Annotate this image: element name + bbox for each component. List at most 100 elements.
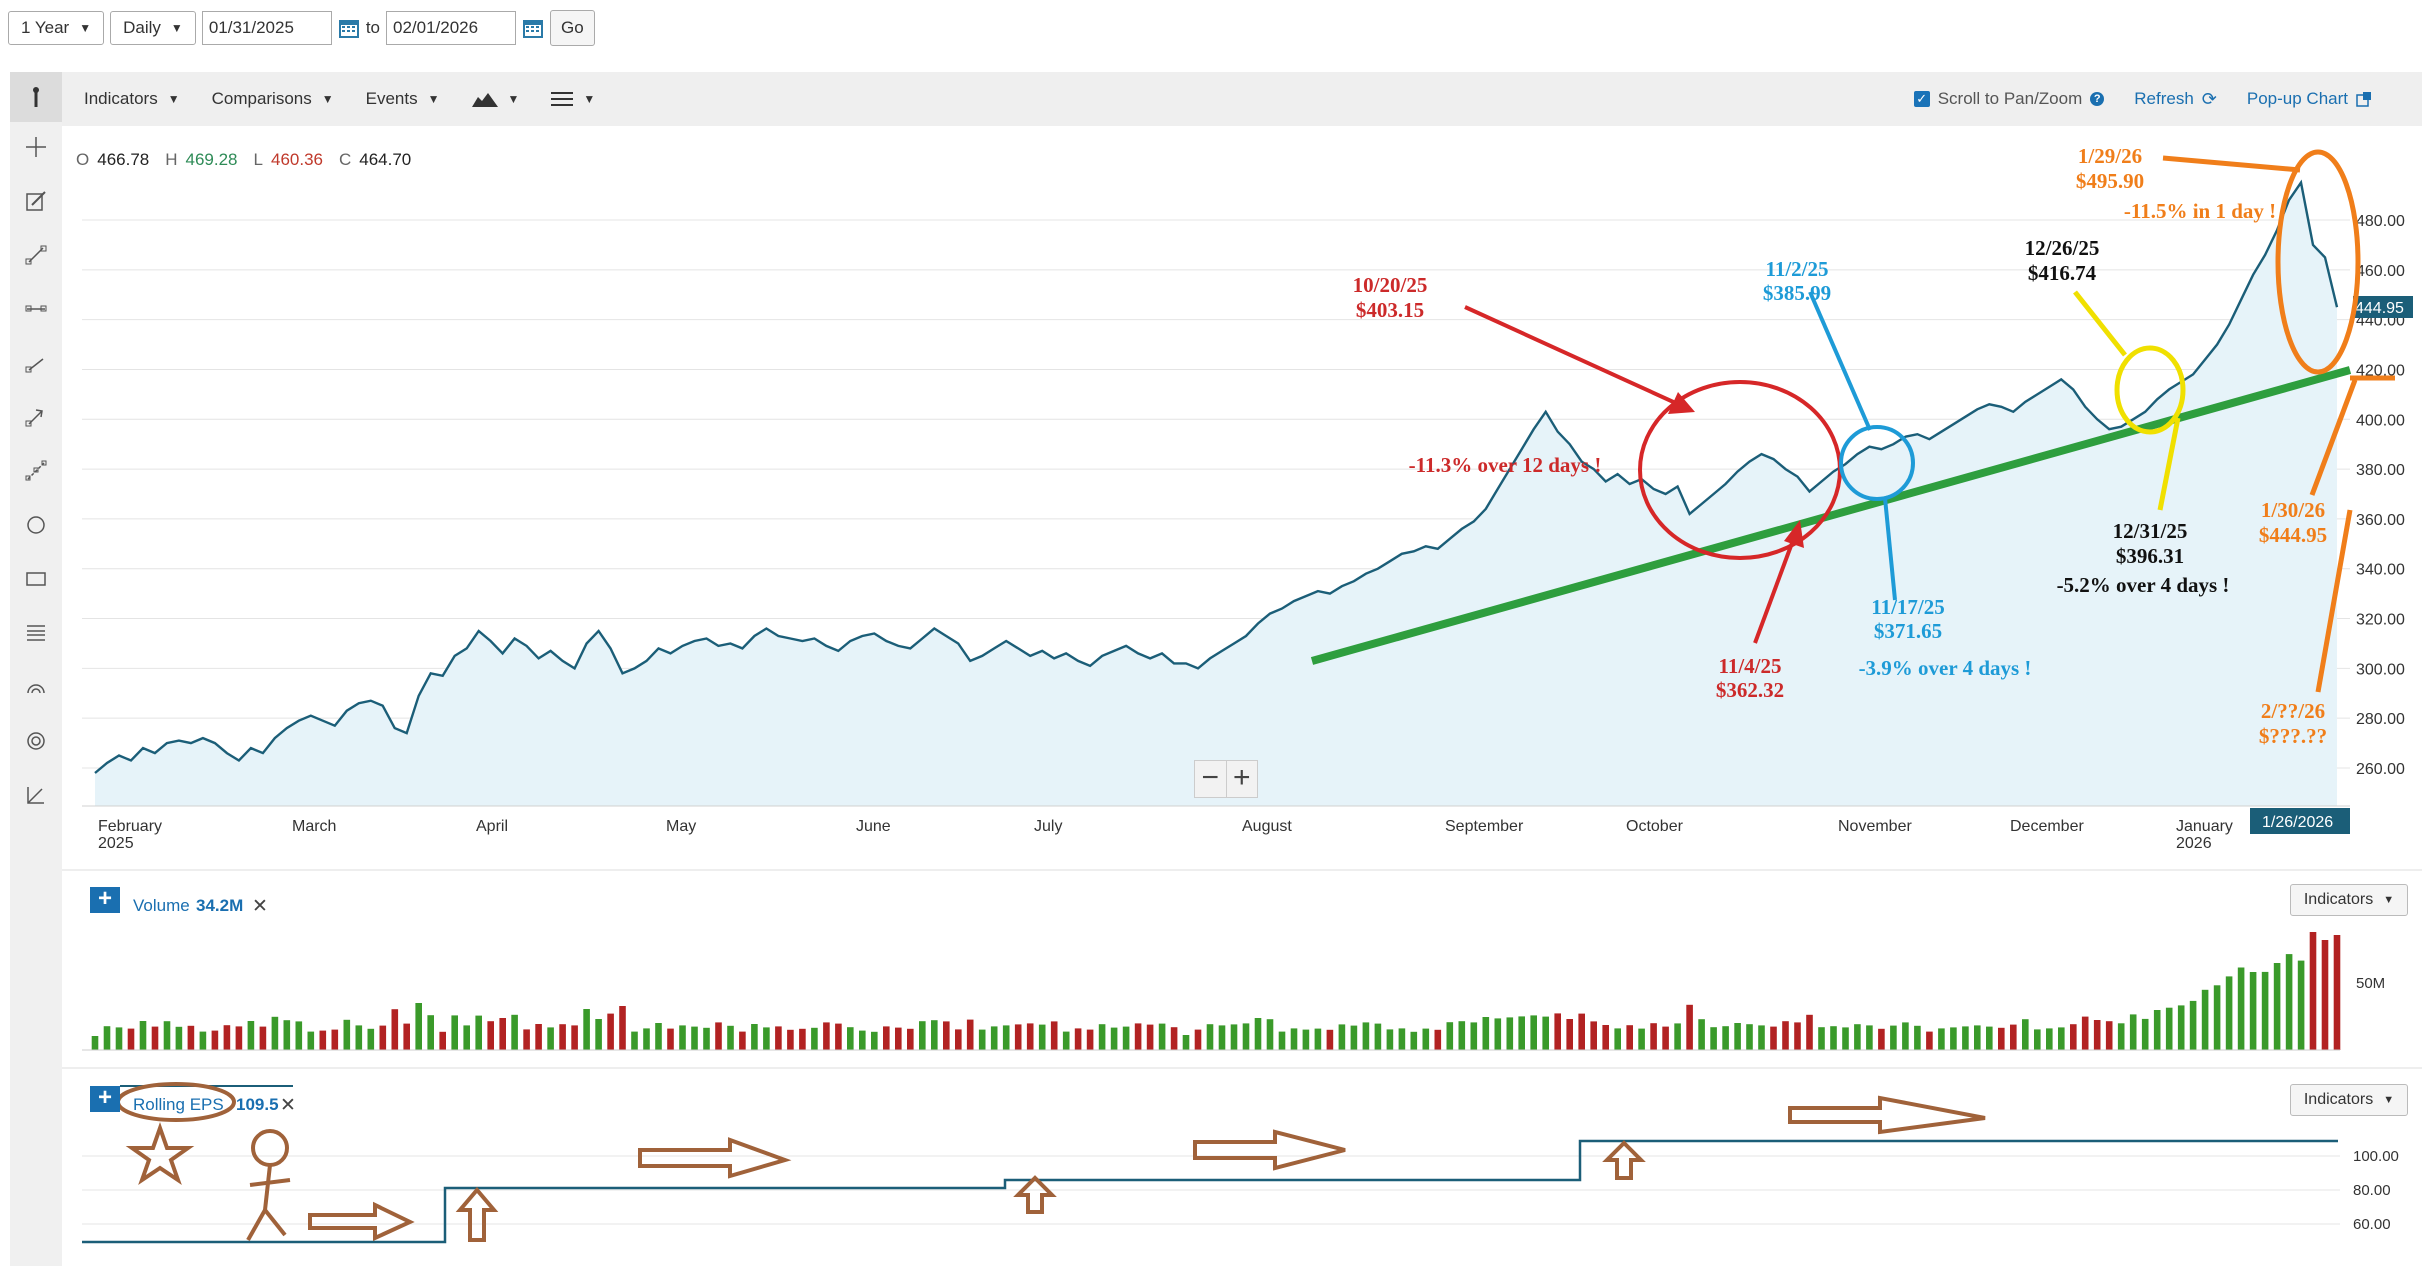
chevron-down-icon: ▼ bbox=[79, 21, 92, 35]
volume-bar bbox=[1278, 1031, 1286, 1050]
eps-axis-label: 60.00 bbox=[2353, 1216, 2391, 1233]
volume-bar bbox=[1794, 1022, 1801, 1050]
interval-select[interactable]: Daily ▼ bbox=[110, 11, 196, 45]
volume-bars bbox=[91, 932, 2341, 1050]
indicators-menu[interactable]: Indicators ▼ bbox=[84, 89, 180, 109]
volume-bar bbox=[367, 1028, 375, 1050]
end-date-input[interactable]: 02/01/2026 bbox=[386, 11, 516, 45]
menu-lines-icon bbox=[551, 92, 574, 106]
fibonacci-tool-icon[interactable] bbox=[10, 608, 62, 658]
annotation-price: $371.65 bbox=[1874, 619, 1942, 643]
refresh-button[interactable]: Refresh ⟳ bbox=[2134, 89, 2217, 110]
blue-annotation bbox=[1808, 291, 1915, 601]
volume-bar bbox=[199, 1031, 207, 1050]
volume-bar bbox=[1194, 1029, 1202, 1050]
volume-bar bbox=[655, 1023, 662, 1050]
eps-doodles bbox=[116, 1082, 1986, 1242]
start-date-input[interactable]: 01/31/2025 bbox=[201, 11, 332, 45]
comparisons-menu[interactable]: Comparisons ▼ bbox=[212, 89, 334, 109]
to-label: to bbox=[365, 18, 380, 37]
trendline-tool-icon[interactable] bbox=[10, 230, 62, 280]
help-icon[interactable]: ? bbox=[2090, 92, 2105, 106]
popup-chart-button[interactable]: Pop-up Chart bbox=[2247, 89, 2372, 109]
go-button[interactable]: Go bbox=[550, 10, 595, 46]
orange-circle-doodle bbox=[2275, 149, 2361, 375]
volume-bar bbox=[1374, 1023, 1382, 1050]
rectangle-tool-icon[interactable] bbox=[10, 554, 62, 604]
month-label: February bbox=[98, 818, 162, 835]
volume-bar bbox=[1614, 1028, 1621, 1050]
remove-eps-icon[interactable]: ✕ bbox=[280, 1095, 296, 1116]
volume-bar bbox=[2165, 1007, 2173, 1050]
volume-bar bbox=[2285, 954, 2293, 1050]
add-volume-indicator-button[interactable]: + bbox=[90, 887, 120, 913]
indicators-label: Indicators bbox=[2303, 891, 2374, 908]
volume-bar bbox=[715, 1022, 722, 1050]
month-label: September bbox=[1445, 818, 1524, 835]
events-menu[interactable]: Events ▼ bbox=[366, 89, 440, 109]
volume-bar bbox=[1014, 1024, 1022, 1050]
eps-label[interactable]: Rolling EPS bbox=[133, 1095, 224, 1114]
volume-bar bbox=[607, 1013, 614, 1050]
channel-tool-icon[interactable] bbox=[10, 446, 62, 496]
checkbox-checked-icon[interactable]: ✓ bbox=[1913, 91, 1930, 107]
annotation-price: $403.15 bbox=[1356, 298, 1424, 322]
volume-bar bbox=[163, 1021, 171, 1050]
volume-bar bbox=[319, 1030, 327, 1050]
target-tool-icon[interactable] bbox=[10, 716, 62, 766]
volume-bar bbox=[990, 1026, 998, 1050]
circle-tool-icon[interactable] bbox=[10, 500, 62, 550]
chevron-down-icon: ▼ bbox=[427, 92, 440, 106]
calendar-icon[interactable] bbox=[522, 17, 544, 39]
volume-bar bbox=[535, 1024, 542, 1050]
pointer-tool-icon[interactable] bbox=[10, 72, 62, 122]
crosshair-tool-icon[interactable] bbox=[10, 122, 62, 172]
volume-bar bbox=[295, 1021, 303, 1050]
calendar-icon[interactable] bbox=[338, 17, 360, 39]
note-tool-icon[interactable] bbox=[10, 176, 62, 226]
eps-indicators-button[interactable]: Indicators ▼ bbox=[2290, 1084, 2408, 1116]
volume-indicators-button[interactable]: Indicators ▼ bbox=[2290, 884, 2408, 916]
volume-label[interactable]: Volume bbox=[133, 896, 190, 915]
ray-tool-icon[interactable] bbox=[10, 338, 62, 388]
volume-bar bbox=[2058, 1027, 2065, 1050]
horizontal-line-tool-icon[interactable] bbox=[10, 284, 62, 334]
volume-bar bbox=[2333, 935, 2341, 1050]
volume-bar bbox=[283, 1020, 291, 1050]
volume-bar bbox=[619, 1006, 626, 1050]
up-arrow-doodle bbox=[1013, 1175, 1057, 1214]
volume-bar bbox=[763, 1027, 770, 1050]
volume-bar bbox=[2189, 1000, 2197, 1050]
remove-volume-icon[interactable]: ✕ bbox=[252, 896, 268, 917]
right-arrow-doodle bbox=[1193, 1129, 1346, 1171]
zoom-out-button[interactable]: − bbox=[1201, 761, 1220, 794]
volume-bar bbox=[1878, 1028, 1885, 1050]
volume-bar bbox=[571, 1025, 578, 1050]
chevron-down-icon: ▼ bbox=[170, 21, 183, 35]
range-select[interactable]: 1 Year ▼ bbox=[8, 11, 105, 45]
price-tick-label: 340.00 bbox=[2356, 562, 2405, 579]
arrow-tool-icon[interactable] bbox=[10, 392, 62, 442]
volume-bar bbox=[847, 1027, 854, 1050]
add-eps-indicator-button[interactable]: + bbox=[90, 1086, 120, 1112]
volume-bar bbox=[511, 1014, 518, 1050]
volume-bar bbox=[2201, 989, 2209, 1050]
volume-bar bbox=[595, 1019, 602, 1050]
settings-menu[interactable]: ▼ bbox=[551, 91, 595, 107]
stick-figure-doodle bbox=[246, 1129, 291, 1241]
arc-tool-icon[interactable] bbox=[10, 662, 62, 712]
scroll-zoom-toggle[interactable]: ✓ Scroll to Pan/Zoom ? bbox=[1913, 89, 2105, 109]
refresh-icon: ⟳ bbox=[2201, 88, 2217, 109]
chart-type-menu[interactable]: ▼ bbox=[471, 91, 519, 107]
up-arrow-doodle bbox=[455, 1186, 499, 1242]
zoom-in-button[interactable]: + bbox=[1225, 761, 1258, 797]
volume-bar bbox=[307, 1031, 315, 1050]
volume-bar bbox=[115, 1027, 123, 1050]
volume-bar bbox=[2070, 1024, 2077, 1050]
measure-tool-icon[interactable] bbox=[10, 770, 62, 820]
volume-bar bbox=[1602, 1025, 1609, 1050]
volume-bar bbox=[1938, 1028, 1945, 1050]
blue-circle-doodle bbox=[1839, 425, 1915, 501]
